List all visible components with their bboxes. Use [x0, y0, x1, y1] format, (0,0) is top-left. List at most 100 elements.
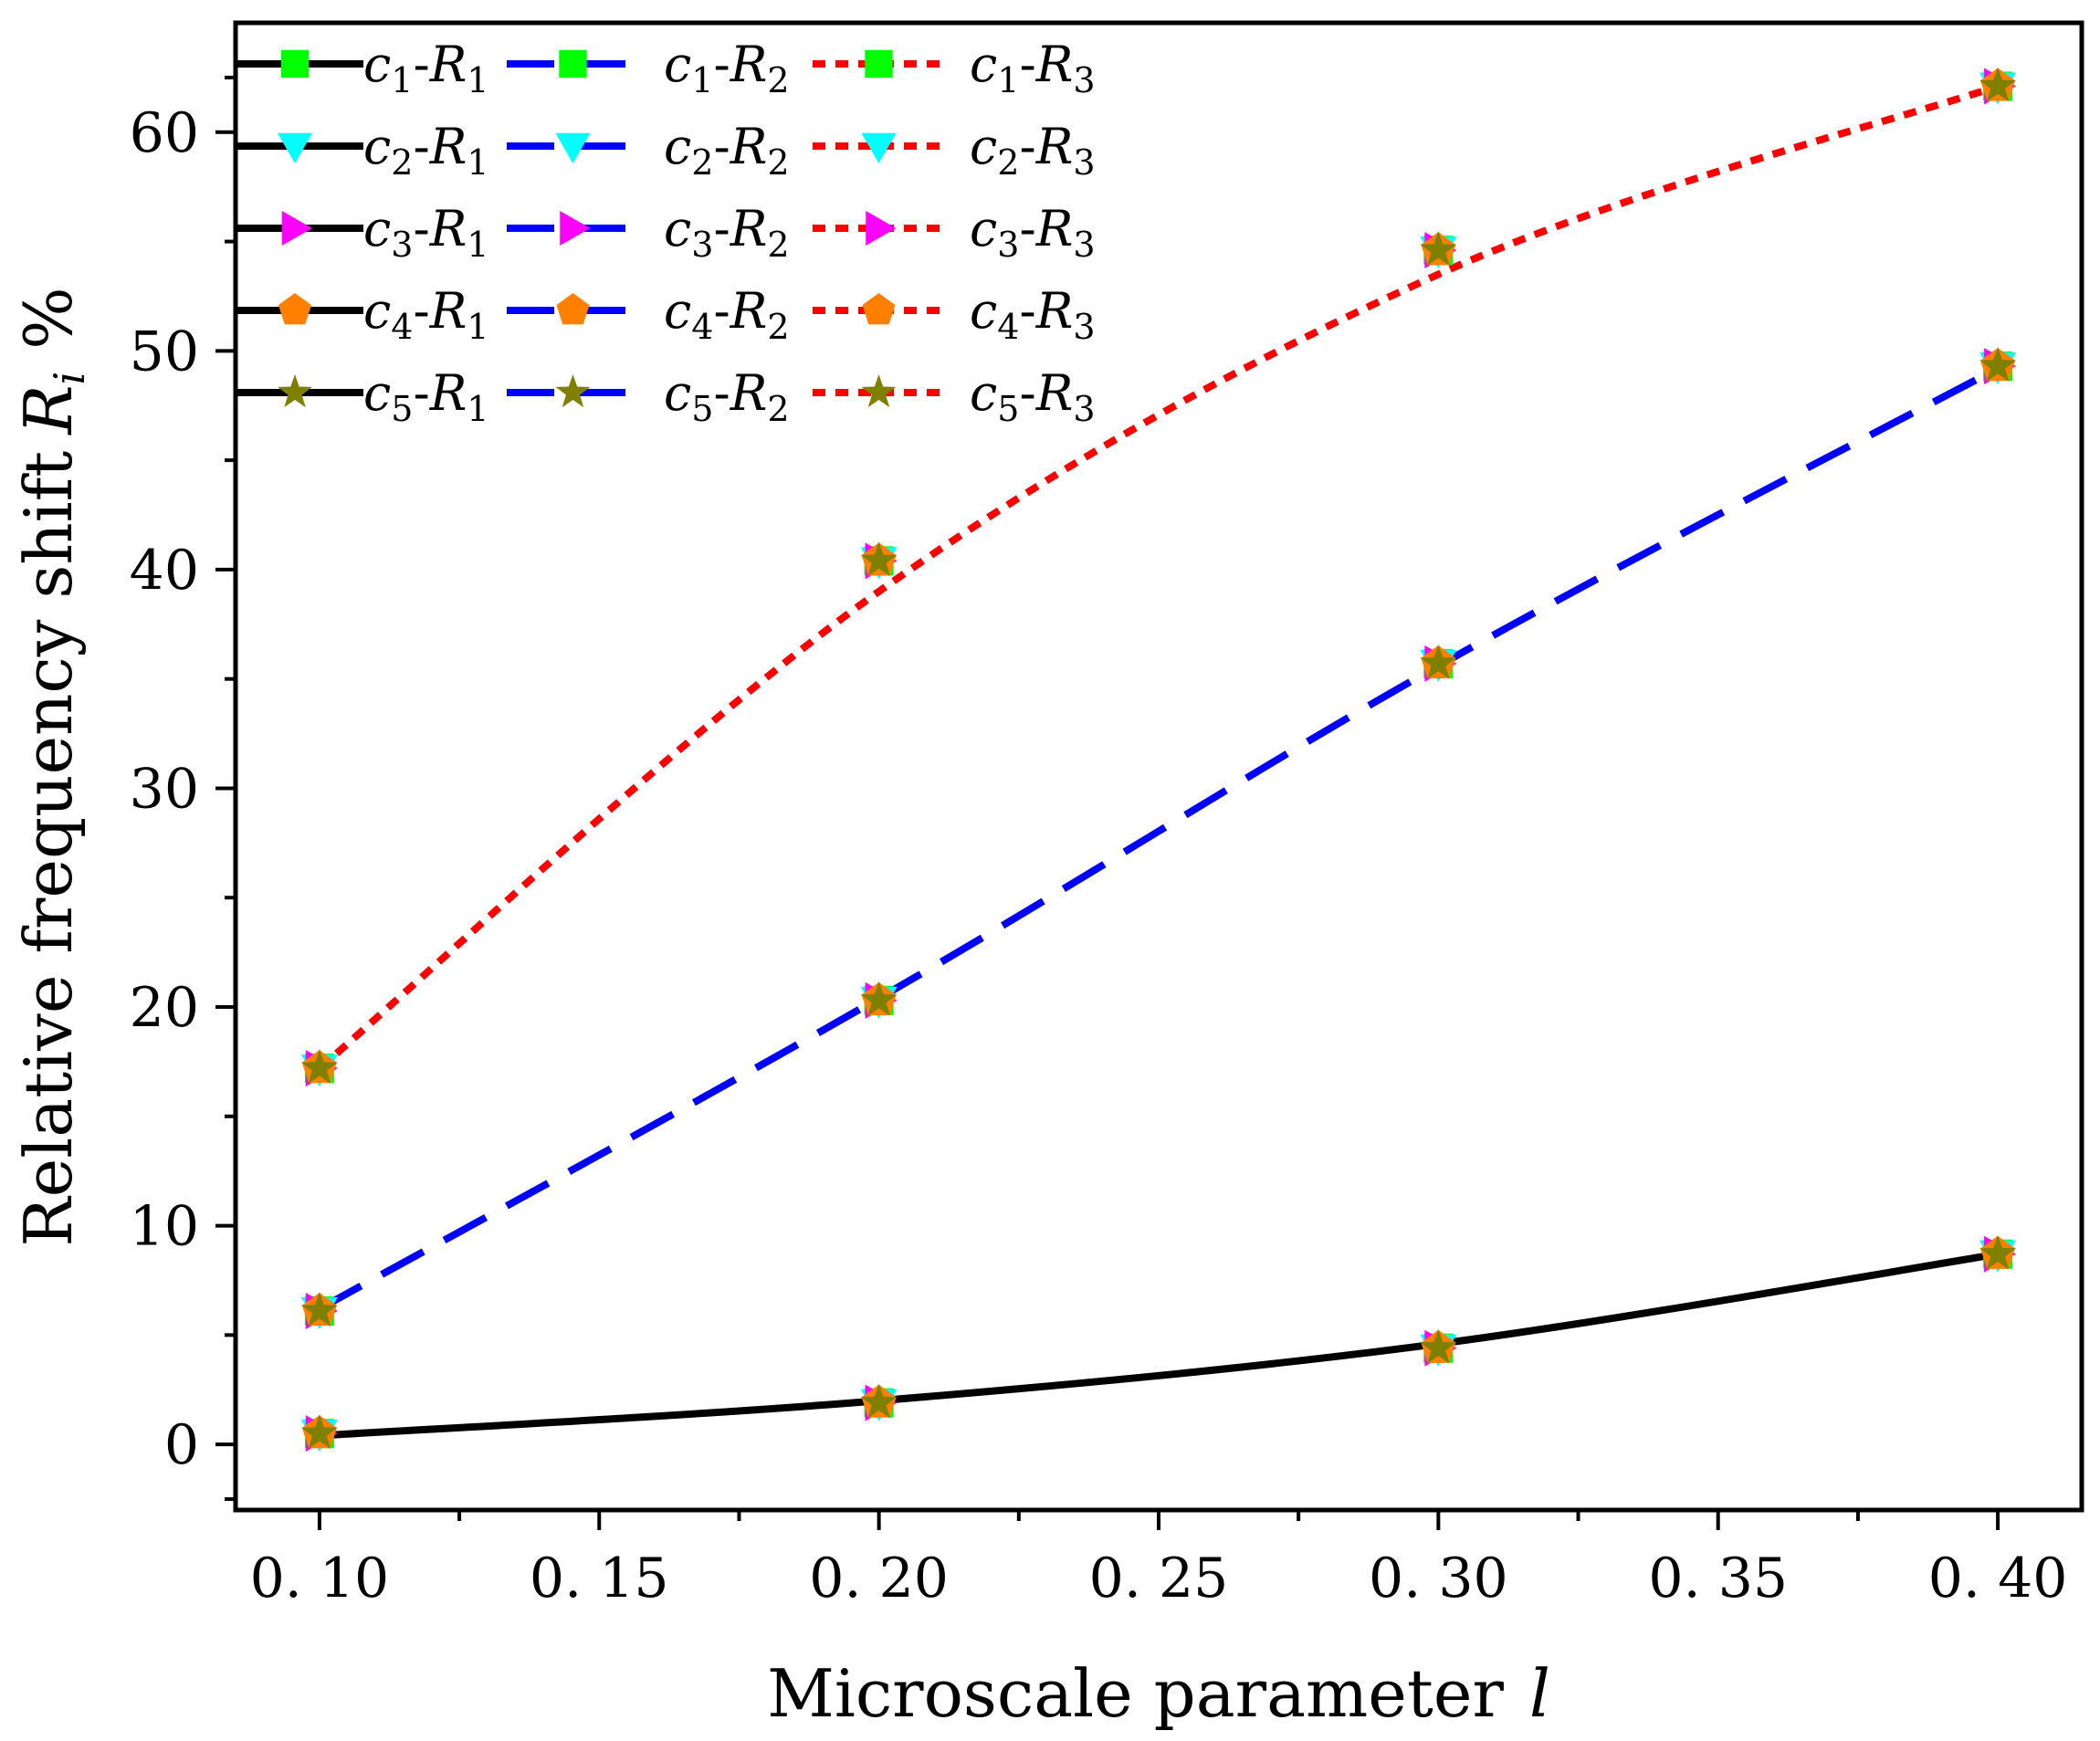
legend-subscript: 2	[767, 225, 789, 265]
legend-symbol: R	[730, 36, 768, 93]
y-tick-label: 40	[130, 539, 199, 603]
legend-symbol: c	[664, 282, 691, 340]
legend-marker-c4-R1	[278, 293, 312, 325]
series-line-R2	[317, 364, 2000, 1313]
legend-label-c3-R3: c3-R3	[970, 200, 1096, 265]
legend-marker-c2-R1	[278, 132, 312, 163]
legend-label-c3-R1: c3-R1	[363, 200, 489, 265]
legend-marker-c5-R2	[555, 374, 591, 408]
legend-symbol: c	[363, 282, 391, 340]
plot-frame	[233, 20, 2084, 1513]
legend-symbol: c	[970, 36, 997, 93]
legend-marker-c2-R2	[555, 132, 591, 163]
legend-subscript: 2	[767, 60, 789, 100]
legend-label-c5-R2: c5-R2	[664, 364, 790, 429]
legend-label-c4-R1: c4-R1	[363, 282, 489, 347]
legend-subscript: 5	[391, 389, 413, 429]
legend-subscript: 2	[767, 389, 789, 429]
legend-dash: -	[413, 36, 429, 93]
legend-label-c1-R2: c1-R2	[664, 36, 790, 100]
legend-symbol: R	[1035, 118, 1074, 175]
legend-marker-c3-R3	[866, 211, 897, 246]
y-tick-label: 50	[130, 320, 199, 383]
y-tick-label: 60	[130, 101, 199, 165]
legend-dash: -	[1019, 200, 1035, 257]
data-point-c5-R2	[1979, 347, 2017, 383]
legend-subscript: 1	[467, 225, 488, 265]
markers	[300, 67, 2017, 1453]
legend-symbol: c	[363, 118, 391, 175]
legend-subscript: 2	[391, 142, 413, 183]
legend-subscript: 3	[1073, 225, 1095, 265]
legend-dash: -	[413, 282, 429, 340]
legend-dash: -	[713, 118, 730, 175]
legend-symbol: R	[429, 200, 467, 257]
legend-symbol: R	[1035, 282, 1074, 340]
y-tick-label: 30	[130, 757, 199, 821]
legend-subscript: 3	[997, 225, 1019, 265]
legend-symbol: c	[664, 364, 691, 422]
data-point-c5-R1	[860, 1383, 898, 1419]
x-tick-label: 0. 25	[1089, 1547, 1229, 1610]
legend-symbol: R	[429, 118, 467, 175]
legend-dash: -	[713, 364, 730, 422]
legend-dash: -	[413, 200, 429, 257]
legend-subscript: 3	[691, 225, 713, 265]
legend-subscript: 1	[467, 389, 488, 429]
legend-subscript: 1	[467, 142, 488, 183]
legend-dash: -	[1019, 282, 1035, 340]
data-point-c5-R1	[1979, 1234, 2017, 1270]
legend-label-c5-R1: c5-R1	[363, 364, 489, 429]
legend-subscript: 3	[391, 225, 413, 265]
legend-subscript: 4	[691, 307, 713, 347]
legend-subscript: 3	[1073, 142, 1095, 183]
legend-subscript: 1	[391, 60, 413, 100]
legend-symbol: R	[1035, 200, 1074, 257]
legend-symbol: R	[730, 118, 768, 175]
legend-marker-c1-R3	[865, 49, 893, 79]
x-tick-label: 0. 40	[1928, 1547, 2068, 1610]
data-point-c5-R1	[300, 1414, 338, 1450]
y-tick-label: 10	[130, 1195, 199, 1259]
legend-marker-c4-R3	[862, 293, 896, 325]
legend-marker-c3-R1	[281, 211, 312, 246]
legend-marker-c4-R2	[556, 293, 590, 325]
legend-symbol: R	[1035, 36, 1074, 93]
y-tick-label: 20	[130, 976, 199, 1040]
legend-marker-c1-R1	[280, 49, 310, 79]
legend-dash: -	[1019, 36, 1035, 93]
legend-symbol: c	[363, 36, 391, 93]
legend-subscript: 5	[691, 389, 713, 429]
legend-symbol: c	[970, 282, 997, 340]
legend-subscript: 3	[1073, 389, 1095, 429]
legend-symbol: R	[730, 282, 768, 340]
legend-symbol: c	[664, 118, 691, 175]
axis-ticks: 0. 10 0. 15 0. 20 0. 25 0. 30 0. 35 0. 40 0 10 20…	[130, 75, 2068, 1610]
data-point-c5-R3	[860, 541, 898, 577]
legend-marker-c5-R3	[861, 374, 897, 408]
legend-symbol: R	[730, 200, 768, 257]
legend-symbol: c	[970, 118, 997, 175]
data-point-c5-R3	[1420, 231, 1457, 267]
legend-label-c2-R1: c2-R1	[363, 118, 489, 183]
legend-symbol: c	[970, 200, 997, 257]
legend-symbol: c	[664, 36, 691, 93]
legend-label-c1-R3: c1-R3	[970, 36, 1096, 100]
legend-marker-c1-R2	[559, 49, 587, 79]
legend-dash: -	[413, 118, 429, 175]
legend-dash: -	[1019, 118, 1035, 175]
legend-subscript: 1	[467, 60, 488, 100]
x-axis-title: Microscale parameter l	[767, 1655, 1550, 1732]
data-point-c5-R3	[300, 1049, 338, 1085]
legend-symbol: R	[429, 282, 467, 340]
legend-subscript: 2	[767, 307, 789, 347]
legend-symbol: c	[363, 364, 391, 422]
legend-subscript: 1	[691, 60, 713, 100]
legend-label-c3-R2: c3-R2	[664, 200, 790, 265]
legend-dash: -	[713, 282, 730, 340]
legend-subscript: 2	[767, 142, 789, 183]
legend-marker-c5-R1	[278, 374, 312, 408]
x-tick-label: 0. 20	[809, 1547, 949, 1610]
legend-subscript: 2	[997, 142, 1019, 183]
